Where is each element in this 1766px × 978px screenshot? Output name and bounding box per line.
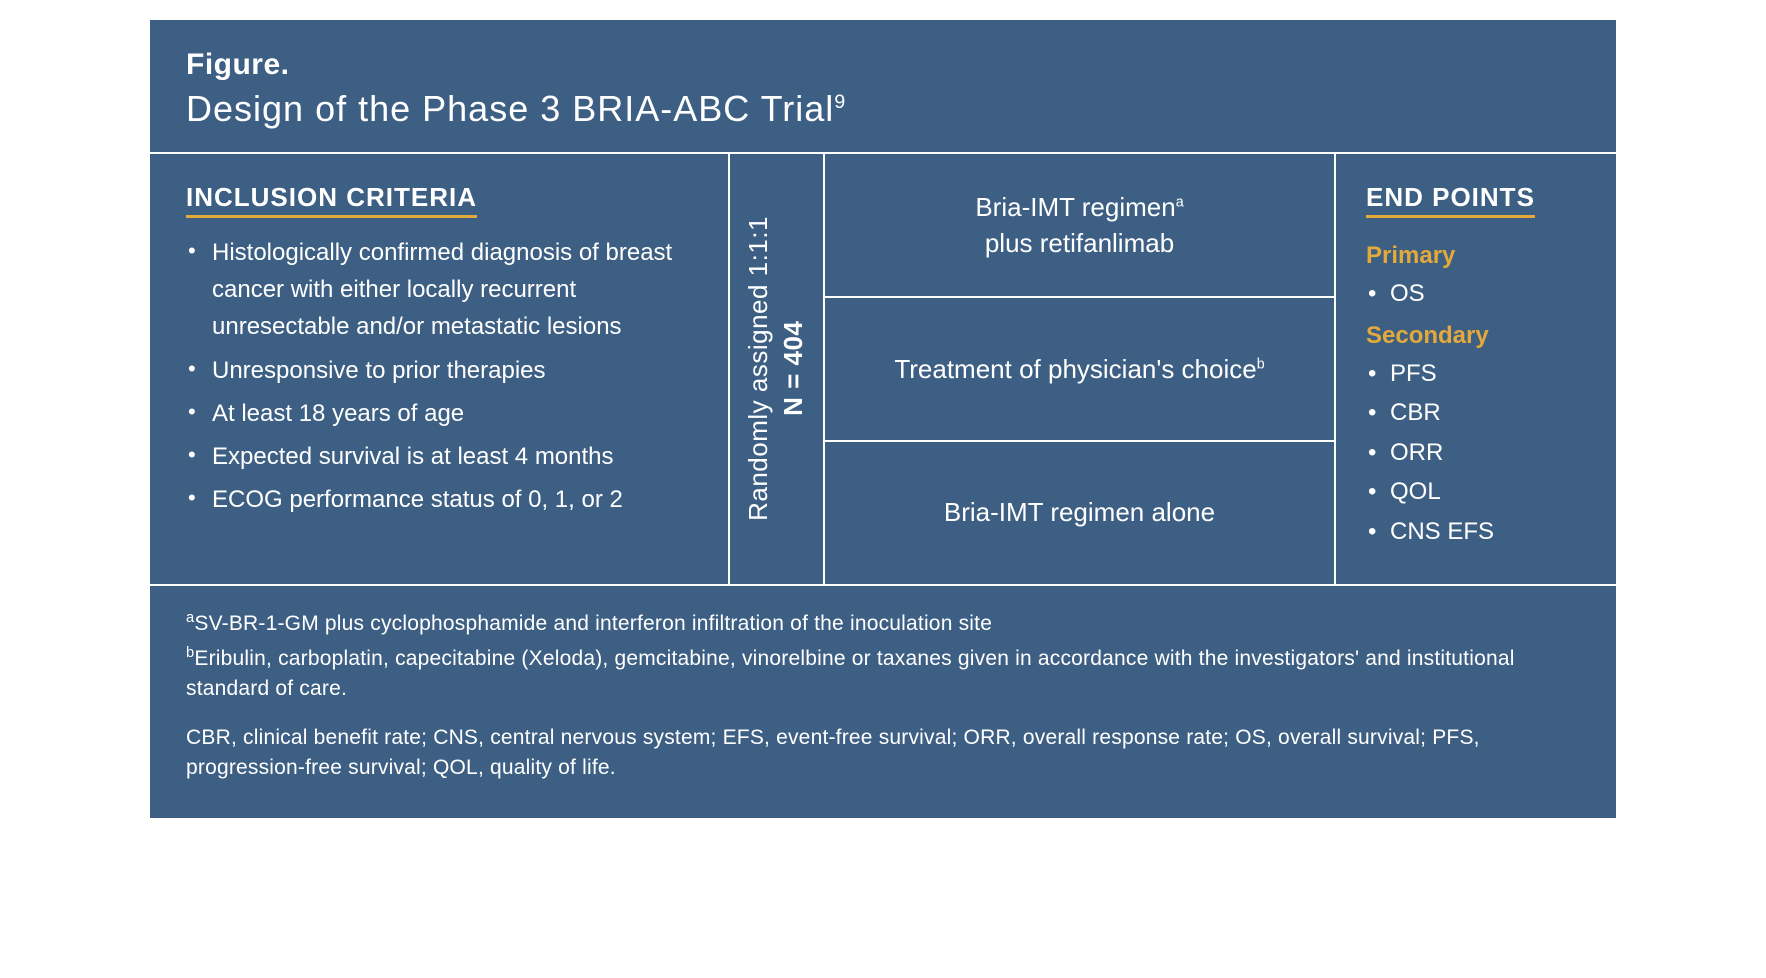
endpoint-item: CNS EFS [1366, 512, 1590, 552]
figure-title-sup: 9 [834, 91, 846, 113]
endpoints-primary-list: OS [1366, 274, 1590, 314]
endpoints-title: END POINTS [1366, 182, 1535, 218]
endpoint-item: ORR [1366, 433, 1590, 473]
inclusion-item: Histologically confirmed diagnosis of br… [186, 234, 698, 346]
arm-box: Treatment of physician's choiceb [825, 298, 1334, 442]
diagram-body: INCLUSION CRITERIA Histologically confir… [150, 152, 1616, 586]
arm-text: Bria-IMT regimen [975, 192, 1175, 222]
inclusion-item: ECOG performance status of 0, 1, or 2 [186, 481, 698, 518]
arm-box: Bria-IMT regimena plus retifanlimab [825, 154, 1334, 298]
endpoints-primary-label: Primary [1366, 242, 1590, 270]
inclusion-title: INCLUSION CRITERIA [186, 182, 477, 218]
randomization-line1: Randomly assigned 1:1:1 [743, 216, 773, 521]
endpoint-item: OS [1366, 274, 1590, 314]
figure-title: Design of the Phase 3 BRIA-ABC Trial9 [186, 88, 1580, 130]
footnote-a-text: SV-BR-1-GM plus cyclophosphamide and int… [194, 612, 992, 635]
endpoint-item: CBR [1366, 393, 1590, 433]
endpoints-secondary-list: PFS CBR ORR QOL CNS EFS [1366, 354, 1590, 552]
inclusion-item: At least 18 years of age [186, 395, 698, 432]
randomization-panel: Randomly assigned 1:1:1 N = 404 [730, 154, 825, 584]
inclusion-panel: INCLUSION CRITERIA Histologically confir… [150, 154, 730, 584]
figure-title-text: Design of the Phase 3 BRIA-ABC Trial [186, 88, 834, 129]
arm-line2: plus retifanlimab [985, 228, 1174, 258]
arm-text: Treatment of physician's choice [894, 354, 1256, 384]
arms-panel: Bria-IMT regimena plus retifanlimab Trea… [825, 154, 1336, 584]
endpoints-panel: END POINTS Primary OS Secondary PFS CBR … [1336, 154, 1616, 584]
footnote-a: aSV-BR-1-GM plus cyclophosphamide and in… [186, 608, 1580, 639]
figure-header: Figure. Design of the Phase 3 BRIA-ABC T… [150, 20, 1616, 152]
arm-text: Bria-IMT regimen alone [944, 497, 1215, 527]
inclusion-list: Histologically confirmed diagnosis of br… [186, 234, 698, 518]
arm-sup: a [1176, 194, 1184, 210]
figure-container: Figure. Design of the Phase 3 BRIA-ABC T… [150, 20, 1616, 818]
randomization-line2: N = 404 [779, 321, 809, 416]
footnote-b: bEribulin, carboplatin, capecitabine (Xe… [186, 643, 1580, 705]
endpoint-item: QOL [1366, 472, 1590, 512]
inclusion-item: Unresponsive to prior therapies [186, 352, 698, 389]
footnotes: aSV-BR-1-GM plus cyclophosphamide and in… [150, 586, 1616, 818]
endpoint-item: PFS [1366, 354, 1590, 394]
inclusion-item: Expected survival is at least 4 months [186, 438, 698, 475]
endpoints-secondary-label: Secondary [1366, 322, 1590, 350]
arm-box: Bria-IMT regimen alone [825, 442, 1334, 584]
footnote-abbreviations: CBR, clinical benefit rate; CNS, central… [186, 723, 1580, 784]
footnote-b-text: Eribulin, carboplatin, capecitabine (Xel… [186, 647, 1515, 700]
figure-label: Figure. [186, 48, 1580, 82]
randomization-text: Randomly assigned 1:1:1 N = 404 [741, 216, 811, 521]
arm-sup: b [1257, 356, 1265, 372]
